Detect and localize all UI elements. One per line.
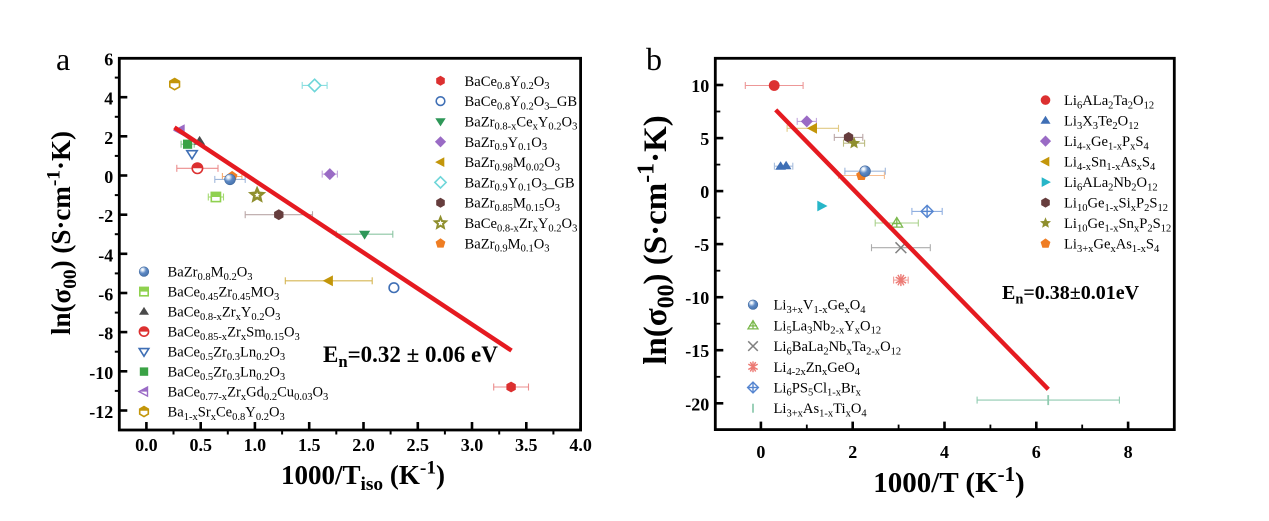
- svg-text:-6: -6: [98, 285, 113, 305]
- svg-text:1.0: 1.0: [244, 435, 267, 455]
- svg-text:-8: -8: [98, 324, 113, 344]
- svg-text:0: 0: [700, 182, 709, 202]
- svg-text:Li6​BaLa2​Nbx​Ta2-x​O12​: Li6​BaLa2​Nbx​Ta2-x​O12​: [774, 339, 902, 357]
- svg-text:1.5: 1.5: [298, 435, 321, 455]
- svg-text:2.5: 2.5: [407, 435, 430, 455]
- svg-text:BaCe0.45​Zr0.45​MO3​: BaCe0.45​Zr0.45​MO3​: [168, 285, 280, 303]
- svg-text:-5: -5: [694, 235, 709, 255]
- svg-text:10: 10: [691, 76, 709, 96]
- svg-text:6: 6: [1032, 442, 1041, 462]
- svg-text:2: 2: [848, 442, 857, 462]
- svg-text:b: b: [646, 41, 662, 77]
- svg-text:8: 8: [1124, 442, 1133, 462]
- svg-text:BaZr0.85​M0.15​O3​: BaZr0.85​M0.15​O3​: [465, 196, 561, 214]
- svg-text:6: 6: [104, 50, 113, 70]
- svg-text:-4: -4: [98, 245, 113, 265]
- svg-text:4.0: 4.0: [569, 435, 592, 455]
- svg-text:BaZr0.8​M0.2​O3​: BaZr0.8​M0.2​O3​: [168, 265, 253, 283]
- svg-text:0.0: 0.0: [135, 435, 158, 455]
- svg-text:Li3​X3​Te2​O12​: Li3​X3​Te2​O12​: [1064, 114, 1139, 132]
- svg-text:BaCe0.5​Zr0.3​Ln0.2​O3​: BaCe0.5​Zr0.3​Ln0.2​O3​: [168, 345, 286, 363]
- svg-text:BaCe0.8​Y0.2​O3​_GB: BaCe0.8​Y0.2​O3​_GB: [465, 94, 578, 112]
- svg-text:BaCe0.5​Zr0.3​Ln0.2​O3​: BaCe0.5​Zr0.3​Ln0.2​O3​: [168, 365, 286, 383]
- svg-text:BaZr0.9​M0.1​O3​: BaZr0.9​M0.1​O3​: [465, 236, 550, 254]
- svg-text:-2: -2: [98, 206, 113, 226]
- svg-text:0.5: 0.5: [189, 435, 212, 455]
- svg-text:4: 4: [940, 442, 949, 462]
- svg-text:0: 0: [756, 442, 765, 462]
- svg-text:-15: -15: [685, 341, 709, 361]
- svg-text:-10: -10: [685, 288, 709, 308]
- svg-text:Li5​La3​Nb2-x​Yx​O12​: Li5​La3​Nb2-x​Yx​O12​: [774, 318, 882, 336]
- svg-text:BaZr0.98​M0.02​O3​: BaZr0.98​M0.02​O3​: [465, 155, 561, 173]
- svg-text:ln(σ00​) (S·cm-1​·K): ln(σ00​) (S·cm-1​·K): [634, 115, 680, 365]
- svg-text:En​=0.38±0.01eV: En​=0.38±0.01eV: [1002, 282, 1140, 307]
- svg-text:a: a: [56, 41, 70, 77]
- svg-text:Ba1-x​Srx​Ce0.8​Y0.2​O3​: Ba1-x​Srx​Ce0.8​Y0.2​O3​: [168, 405, 285, 423]
- svg-text:3.5: 3.5: [515, 435, 538, 455]
- svg-text:0: 0: [104, 167, 113, 187]
- svg-text:5: 5: [700, 129, 709, 149]
- svg-text:2: 2: [104, 128, 113, 148]
- svg-text:2.0: 2.0: [352, 435, 375, 455]
- svg-text:3.0: 3.0: [461, 435, 484, 455]
- svg-text:4: 4: [104, 89, 113, 109]
- svg-text:-10: -10: [89, 363, 113, 383]
- svg-text:Li10​Ge1-x​Snx​P2​S12​: Li10​Ge1-x​Snx​P2​S12​: [1064, 216, 1171, 234]
- svg-text:BaZr0.9​Y0.1​O3​_GB: BaZr0.9​Y0.1​O3​_GB: [465, 175, 575, 193]
- svg-text:Li10​Ge1-x​Six​P2​S12​: Li10​Ge1-x​Six​P2​S12​: [1064, 196, 1168, 214]
- svg-text:ln(σ00​) (S·cm-1​·K): ln(σ00​) (S·cm-1​·K): [44, 131, 81, 335]
- svg-text:-12: -12: [89, 402, 113, 422]
- svg-text:-20: -20: [685, 394, 709, 414]
- svg-text:Li4-x​Ge1-x​Px​S4​: Li4-x​Ge1-x​Px​S4​: [1064, 134, 1150, 152]
- svg-text:En​=0.32 ± 0.06 eV: En​=0.32 ± 0.06 eV: [323, 342, 498, 371]
